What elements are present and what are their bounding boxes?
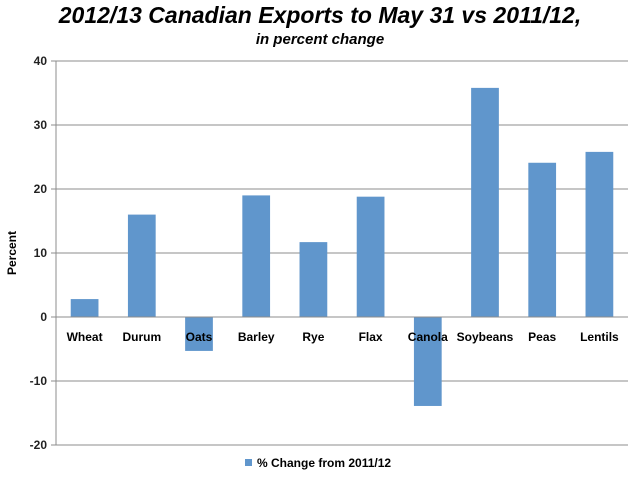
- axes: [55, 61, 628, 445]
- category-label: Durum: [122, 330, 161, 344]
- chart-subtitle: in percent change: [255, 31, 385, 48]
- category-label: Oats: [186, 330, 213, 344]
- bar-wheat: [70, 299, 99, 317]
- bar-lentils: [585, 151, 614, 317]
- category-label: Lentils: [580, 330, 619, 344]
- category-label: Barley: [238, 330, 275, 344]
- bar-durum: [127, 214, 156, 317]
- category-label: Wheat: [67, 330, 103, 344]
- bar-rye: [299, 242, 328, 317]
- y-tick-label: 40: [34, 54, 48, 68]
- bar-peas: [528, 162, 557, 317]
- category-label: Peas: [528, 330, 556, 344]
- legend-label: % Change from 2011/12: [257, 456, 391, 470]
- y-tick-label: -10: [30, 374, 48, 388]
- category-label: Soybeans: [457, 330, 514, 344]
- bar-barley: [242, 195, 271, 317]
- y-axis-title: Percent: [5, 231, 19, 275]
- category-label: Rye: [302, 330, 324, 344]
- bars: [70, 87, 614, 406]
- bar-oats: [185, 317, 213, 351]
- chart-title: 2012/13 Canadian Exports to May 31 vs 20…: [58, 2, 582, 28]
- bar-soybeans: [471, 87, 499, 317]
- category-label: Flax: [359, 330, 383, 344]
- bar-canola: [413, 317, 442, 406]
- y-tick-label: 10: [34, 246, 48, 260]
- y-tick-label: 20: [34, 182, 48, 196]
- category-labels: Wheat Durum Oats Barley Rye Flax Canola Soybean…: [67, 330, 619, 344]
- y-tick-label: -20: [30, 438, 48, 452]
- y-tick-label: 30: [34, 118, 48, 132]
- bar-flax: [356, 196, 385, 317]
- legend-swatch: [245, 459, 252, 466]
- legend: % Change from 2011/12: [245, 456, 391, 470]
- y-tick-labels: -20 -10 0 10 20 30 40: [30, 54, 48, 452]
- category-label: Canola: [408, 330, 448, 344]
- y-tick-label: 0: [40, 310, 47, 324]
